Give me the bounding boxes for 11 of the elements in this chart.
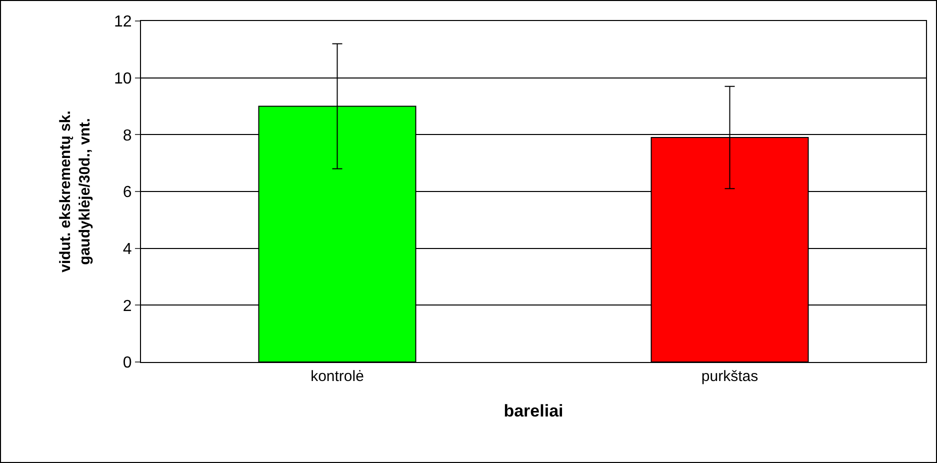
x-tick-label: purkštas [701, 368, 758, 385]
y-tick-label: 6 [122, 184, 132, 202]
y-tick-label: 2 [122, 298, 132, 315]
x-axis-title: bareliai [504, 401, 564, 420]
y-tick-label: 8 [122, 127, 132, 144]
y-axis-title: vidut. ekskrementų sk. gaudyklėje/30d., vnt. [56, 110, 94, 272]
x-tick-label: kontrolė [310, 368, 364, 385]
y-tick-label: 0 [122, 354, 132, 372]
y-tick-label: 10 [114, 70, 132, 88]
y-tick-label: 12 [114, 14, 132, 31]
y-tick-label: 4 [122, 240, 132, 258]
